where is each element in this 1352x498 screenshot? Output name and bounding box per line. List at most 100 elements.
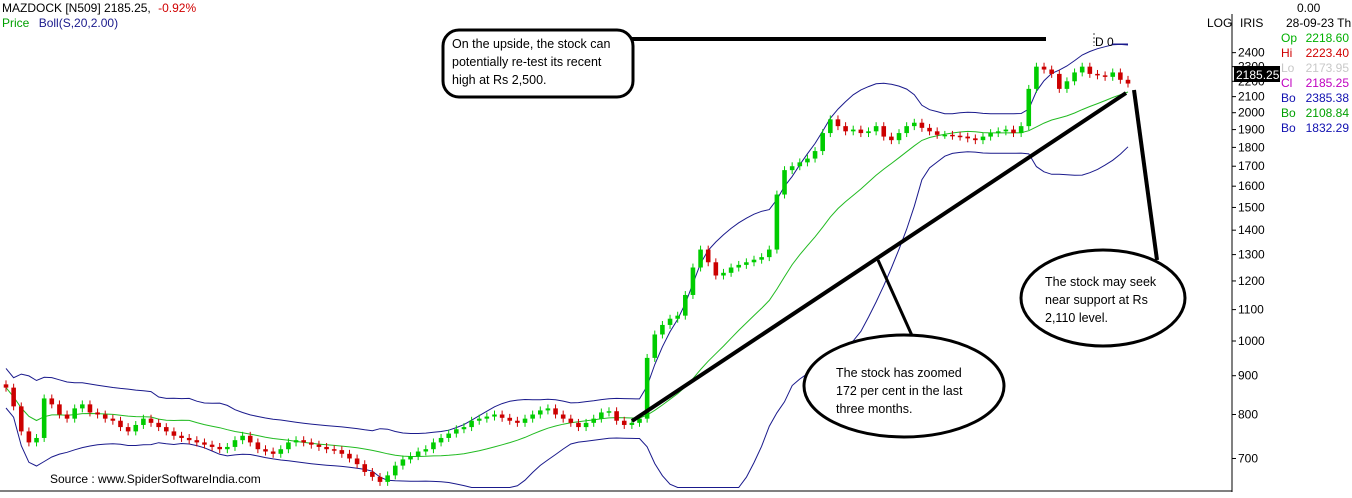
candle-body [881, 126, 887, 137]
ohlc-row-label: Bo [1281, 121, 1296, 135]
candle-body [736, 264, 742, 268]
callout-upside-line-1: On the upside, the stock can [452, 37, 610, 51]
iris-label[interactable]: IRIS [1240, 16, 1264, 30]
candle-body [431, 442, 436, 450]
candle [522, 414, 528, 427]
candle [133, 421, 139, 436]
candle [331, 445, 337, 455]
candle-body [644, 357, 650, 419]
candle-body [614, 411, 619, 421]
candle [988, 129, 993, 141]
candle-body [202, 442, 207, 445]
candle-body [652, 334, 658, 358]
candle [499, 410, 505, 422]
candle [919, 118, 925, 132]
candle [87, 400, 93, 417]
ohlc-row: Hi 2223.40 [1281, 46, 1349, 60]
candle-body [293, 440, 299, 443]
candle-body [133, 424, 139, 432]
candle [80, 400, 85, 413]
callout-zoomed: The stock has zoomed 172 per cent in the… [802, 333, 1006, 439]
bollinger-middle-band [5, 91, 1129, 457]
current-price-badge-text: 2185.25 [1236, 68, 1280, 82]
candle-body [1095, 73, 1100, 76]
candle [492, 410, 497, 421]
candle [744, 258, 749, 269]
candle-body [553, 408, 558, 415]
candle-body [721, 272, 726, 276]
candle-body [347, 453, 352, 459]
candle [34, 434, 39, 447]
candle [225, 442, 230, 454]
ohlc-row: Bo 2108.84 [1281, 106, 1349, 120]
candle-body [889, 136, 894, 141]
candle [568, 414, 574, 427]
candlestick-series [3, 62, 1131, 486]
y-tick-labels: 700 800 900 1000 1100 1200 1300 1400 1500 1600 170… [1232, 46, 1265, 465]
ohlc-row: Lo 2173.95 [1281, 61, 1349, 75]
candle-body [667, 318, 673, 325]
candle [339, 446, 345, 458]
candle-body [492, 414, 497, 417]
ohlc-row-label: Hi [1281, 46, 1293, 60]
candle [141, 414, 146, 429]
candle [1110, 68, 1116, 81]
callout-zoomed-line-3: three months. [836, 402, 912, 416]
candle-body [141, 418, 146, 425]
y-tick-label: 1500 [1238, 200, 1265, 214]
candle-body [26, 431, 32, 443]
y-tick-label: 1700 [1238, 159, 1265, 173]
candle-body [324, 446, 329, 450]
candle [927, 123, 932, 136]
candle [3, 380, 9, 392]
callout-support-ellipse [1019, 248, 1187, 348]
candle-body [1079, 66, 1085, 73]
ohlc-row: Bo 2385.38 [1281, 91, 1349, 105]
candle-body [438, 437, 444, 443]
candle-body [1118, 72, 1123, 80]
candle [911, 118, 917, 131]
candle-body [934, 131, 940, 135]
callout-upside: On the upside, the stock can potentially… [441, 28, 635, 99]
ohlc-row-label: Lo [1281, 61, 1295, 75]
candle [408, 452, 413, 464]
candle-body [446, 433, 451, 438]
candle-body [57, 404, 62, 415]
candle [1118, 68, 1123, 84]
candle-body [316, 444, 322, 447]
candle [774, 190, 780, 254]
candle [980, 132, 986, 145]
candle [591, 414, 597, 427]
candle-body [392, 465, 398, 476]
y-tick-label: 2100 [1238, 90, 1265, 104]
candle [1057, 69, 1062, 93]
y-tick-label: 1600 [1238, 179, 1265, 193]
candle [400, 455, 406, 470]
candle-body [866, 131, 871, 134]
candle-body [782, 170, 787, 195]
candle [118, 416, 123, 432]
candle-body [858, 129, 864, 134]
callout-upside-line-2: potentially re-test its recent [452, 55, 602, 69]
candle-body [1087, 66, 1093, 74]
candle-body [11, 387, 16, 407]
candle [705, 245, 711, 267]
callout-pointer-middle [876, 259, 916, 341]
candle [1064, 77, 1070, 93]
candle [1079, 62, 1085, 77]
peak-marker-label: D 0 [1095, 35, 1114, 49]
candle-body [812, 151, 818, 159]
candle [858, 125, 864, 138]
candle [965, 132, 971, 143]
bollinger-lower-band [5, 146, 1129, 488]
log-scale-label[interactable]: LOG [1207, 16, 1233, 30]
candle [530, 410, 535, 423]
candle-body [80, 404, 85, 409]
candle-body [415, 451, 421, 457]
candle-body [705, 249, 711, 263]
candle [64, 410, 70, 423]
candle [866, 127, 871, 138]
candle-body [408, 456, 413, 460]
candle-body [41, 398, 47, 438]
